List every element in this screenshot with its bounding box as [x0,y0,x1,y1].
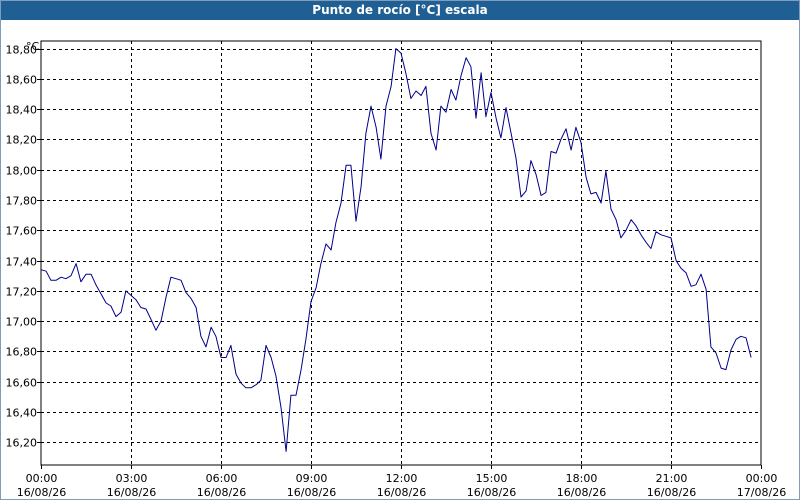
y-tick-label: 17,60 [6,225,38,238]
y-tick-label: 17,40 [6,256,38,269]
y-tick-label: 18,80 [6,44,38,57]
x-tick-time: 12:00 [386,472,418,485]
y-axis: °C 16,20 16,40 16,60 16,80 17,00 17,20 17,40 17… [6,40,41,450]
plot-frame [40,40,762,466]
y-tick-label: 17,00 [6,316,38,329]
y-tick-label: 16,40 [6,407,38,420]
series-line [40,48,752,452]
y-tick-label: 17,20 [6,286,38,299]
x-tick-date: 16/08/26 [647,486,696,499]
x-tick-time: 00:00 [26,472,58,485]
x-tick-time: 21:00 [656,472,688,485]
chart-title: Punto de rocío [°C] escala [1,1,799,20]
dew-point-chart: °C 16,20 16,40 16,60 16,80 17,00 17,20 17,40 17… [6,40,787,499]
x-tick-date: 16/08/26 [287,486,336,499]
x-tick-time: 15:00 [476,472,508,485]
x-tick-date: 16/08/26 [107,486,156,499]
x-axis: 00:0016/08/2603:0016/08/2606:0016/08/260… [17,465,786,499]
x-tick-date: 16/08/26 [377,486,426,499]
y-tick-label: 17,80 [6,195,38,208]
y-unit-label: °C [26,40,40,53]
x-tick-time: 18:00 [566,472,598,485]
x-tick-date: 16/08/26 [467,486,516,499]
x-tick-date: 16/08/26 [197,486,246,499]
y-tick-label: 18,60 [6,74,38,87]
x-tick-time: 00:00 [746,472,778,485]
x-tick-time: 06:00 [206,472,238,485]
x-tick-date: 17/08/26 [737,486,786,499]
x-tick-time: 09:00 [296,472,328,485]
x-tick-date: 16/08/26 [557,486,606,499]
y-tick-label: 16,80 [6,346,38,359]
y-tick-label: 16,20 [6,437,38,450]
y-tick-label: 18,20 [6,134,38,147]
y-tick-label: 16,60 [6,377,38,390]
y-tick-label: 18,00 [6,165,38,178]
grid [41,41,761,465]
x-tick-date: 16/08/26 [17,486,66,499]
x-tick-time: 03:00 [116,472,148,485]
y-tick-label: 18,40 [6,104,38,117]
